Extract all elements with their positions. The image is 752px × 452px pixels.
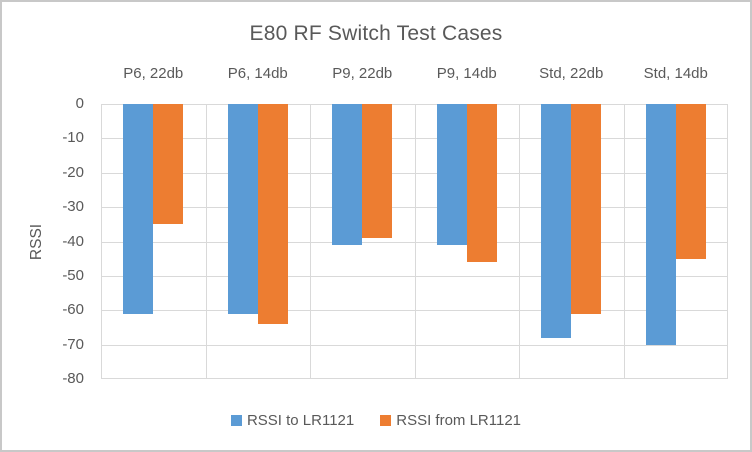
bar [362, 104, 392, 238]
h-gridline [101, 378, 728, 379]
category-label: P6, 22db [123, 65, 184, 82]
y-tick-label: -50 [62, 267, 84, 284]
h-gridline [101, 345, 728, 346]
bar [571, 104, 601, 314]
legend-label: RSSI from LR1121 [396, 411, 522, 429]
bar [153, 104, 183, 224]
legend-swatch [380, 414, 392, 426]
category-label: Std, 14db [643, 65, 708, 82]
h-gridline [101, 310, 728, 311]
y-tick-label: -30 [62, 198, 84, 215]
bar [676, 104, 706, 259]
h-gridline [101, 138, 728, 139]
bar [467, 104, 497, 262]
v-gridline [727, 104, 728, 379]
legend-item: RSSI to LR1121 [230, 411, 355, 429]
h-gridline [101, 173, 728, 174]
y-tick-label: 0 [75, 95, 84, 112]
bar [332, 104, 362, 245]
y-tick-label: -10 [62, 129, 84, 146]
legend: RSSI to LR1121 RSSI from LR1121 [2, 408, 750, 432]
bar [541, 104, 571, 338]
bar [258, 104, 288, 324]
v-gridline [519, 104, 520, 379]
v-gridline [101, 104, 102, 379]
y-axis-ticks: 0 -10 -20 -30 -40 -50 -60 -70 -80 [2, 95, 84, 387]
category-label: Std, 22db [539, 65, 604, 82]
y-tick-label: -60 [62, 301, 84, 318]
bar [437, 104, 467, 245]
bar [228, 104, 258, 314]
category-axis: P6, 22db P6, 14db P9, 22db P9, 14db Std,… [101, 61, 728, 87]
category-label: P9, 14db [436, 65, 497, 82]
y-tick-label: -80 [62, 370, 84, 387]
h-gridline [101, 276, 728, 277]
v-gridline [310, 104, 311, 379]
y-tick-label: -20 [62, 164, 84, 181]
v-gridline [206, 104, 207, 379]
bar [646, 104, 676, 345]
v-gridline [415, 104, 416, 379]
legend-label: RSSI to LR1121 [246, 411, 355, 429]
legend-swatch [230, 414, 242, 426]
y-tick-label: -70 [62, 336, 84, 353]
v-gridline [624, 104, 625, 379]
plot-area [101, 104, 728, 379]
y-tick-label: -40 [62, 233, 84, 250]
h-gridline [101, 207, 728, 208]
h-gridline [101, 242, 728, 243]
category-label: P6, 14db [227, 65, 288, 82]
h-gridline [101, 104, 728, 105]
bar [123, 104, 153, 314]
chart-title: E80 RF Switch Test Cases [249, 22, 503, 45]
legend-item: RSSI from LR1121 [380, 412, 521, 429]
category-label: P9, 22db [332, 65, 393, 82]
